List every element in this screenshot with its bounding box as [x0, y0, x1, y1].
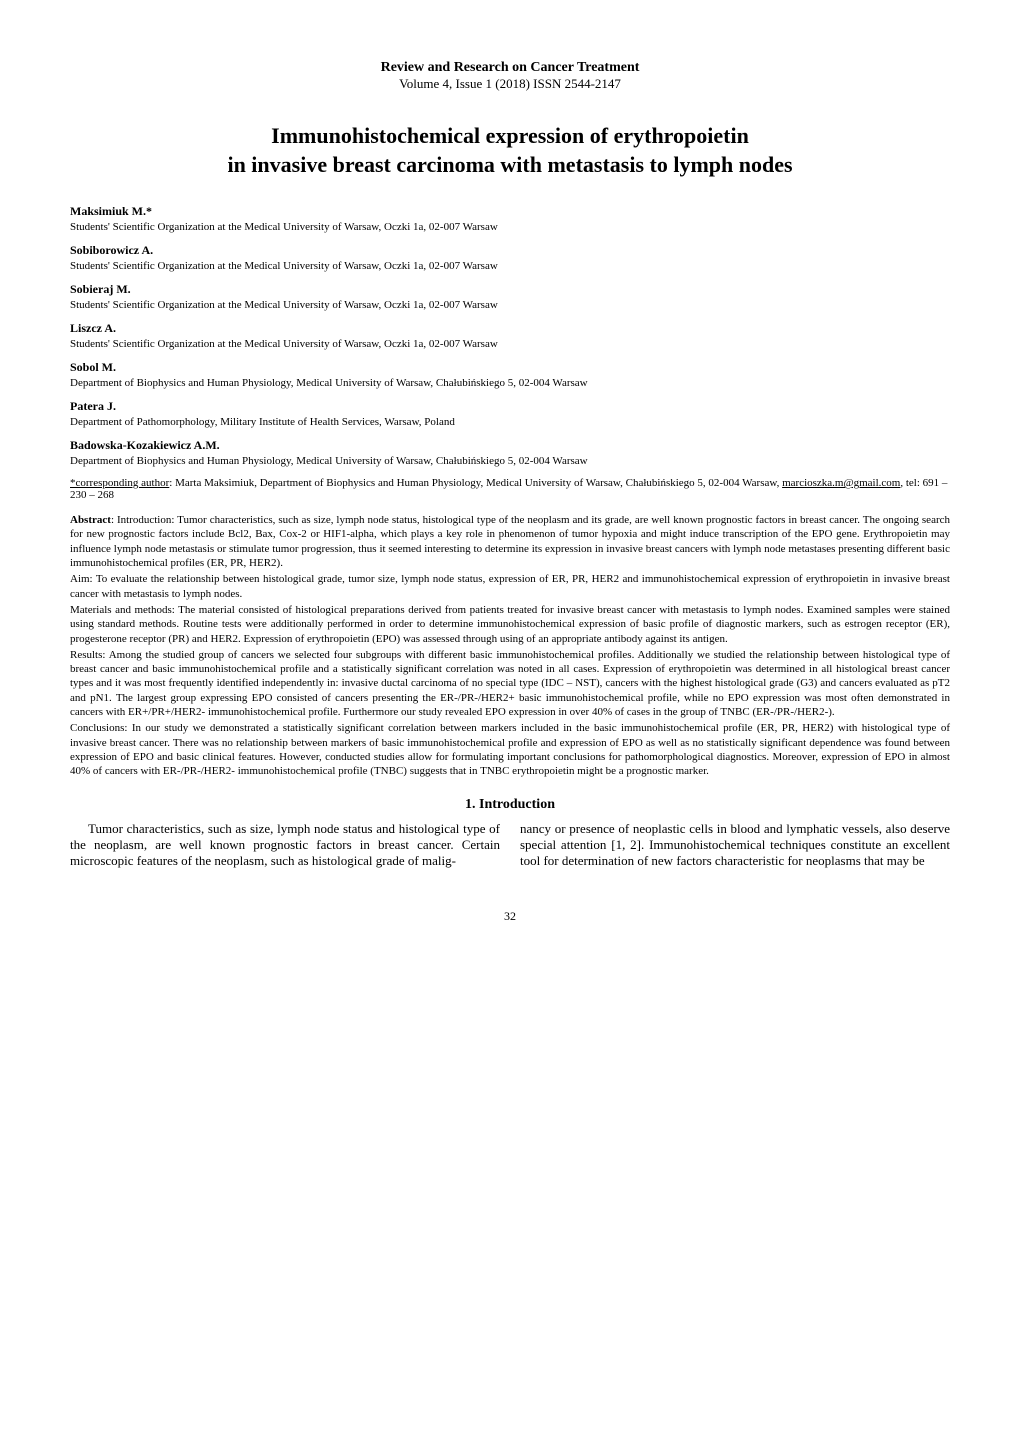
page-number: 32 — [70, 909, 950, 924]
author-affil-0: Students' Scientific Organization at the… — [70, 221, 950, 233]
corresponding-author: *corresponding author: Marta Maksimiuk, … — [70, 477, 950, 501]
journal-header: Review and Research on Cancer Treatment … — [70, 60, 950, 92]
abstract-conclusions: Conclusions: In our study we demonstrate… — [70, 721, 950, 778]
authors-block: Maksimiuk M.* Students' Scientific Organ… — [70, 204, 950, 467]
abstract-results: Results: Among the studied group of canc… — [70, 648, 950, 719]
author-affil-4: Department of Biophysics and Human Physi… — [70, 377, 950, 389]
abstract-label: Abstract — [70, 514, 111, 526]
author-affil-2: Students' Scientific Organization at the… — [70, 299, 950, 311]
introduction-heading: 1. Introduction — [70, 797, 950, 813]
author-name-3: Liszcz A. — [70, 321, 950, 336]
author-name-6: Badowska-Kozakiewicz A.M. — [70, 438, 950, 453]
journal-volume: Volume 4, Issue 1 (2018) ISSN 2544-2147 — [70, 76, 950, 92]
author-affil-3: Students' Scientific Organization at the… — [70, 338, 950, 350]
abstract-intro: : Introduction: Tumor characteristics, s… — [70, 514, 950, 569]
introduction-body: Tumor characteristics, such as size, lym… — [70, 821, 950, 870]
author-affil-5: Department of Pathomorphology, Military … — [70, 416, 950, 428]
abstract-materials: Materials and methods: The material cons… — [70, 603, 950, 646]
author-name-0: Maksimiuk M.* — [70, 204, 950, 219]
abstract-aim: Aim: To evaluate the relationship betwee… — [70, 572, 950, 601]
paper-title-line2: in invasive breast carcinoma with metast… — [227, 152, 792, 177]
author-name-2: Sobieraj M. — [70, 282, 950, 297]
corresponding-label: *corresponding author — [70, 477, 169, 489]
author-name-4: Sobol M. — [70, 360, 950, 375]
paper-title: Immunohistochemical expression of erythr… — [70, 122, 950, 179]
introduction-col1: Tumor characteristics, such as size, lym… — [70, 821, 500, 870]
journal-title: Review and Research on Cancer Treatment — [70, 60, 950, 76]
author-affil-1: Students' Scientific Organization at the… — [70, 260, 950, 272]
introduction-col2: nancy or presence of neoplastic cells in… — [520, 821, 950, 870]
author-affil-6: Department of Biophysics and Human Physi… — [70, 455, 950, 467]
paper-title-line1: Immunohistochemical expression of erythr… — [271, 123, 749, 148]
corresponding-email: marcioszka.m@gmail.com — [782, 477, 900, 489]
author-name-1: Sobiborowicz A. — [70, 243, 950, 258]
abstract: Abstract: Introduction: Tumor characteri… — [70, 513, 950, 778]
corresponding-text: : Marta Maksimiuk, Department of Biophys… — [169, 477, 782, 489]
author-name-5: Patera J. — [70, 399, 950, 414]
